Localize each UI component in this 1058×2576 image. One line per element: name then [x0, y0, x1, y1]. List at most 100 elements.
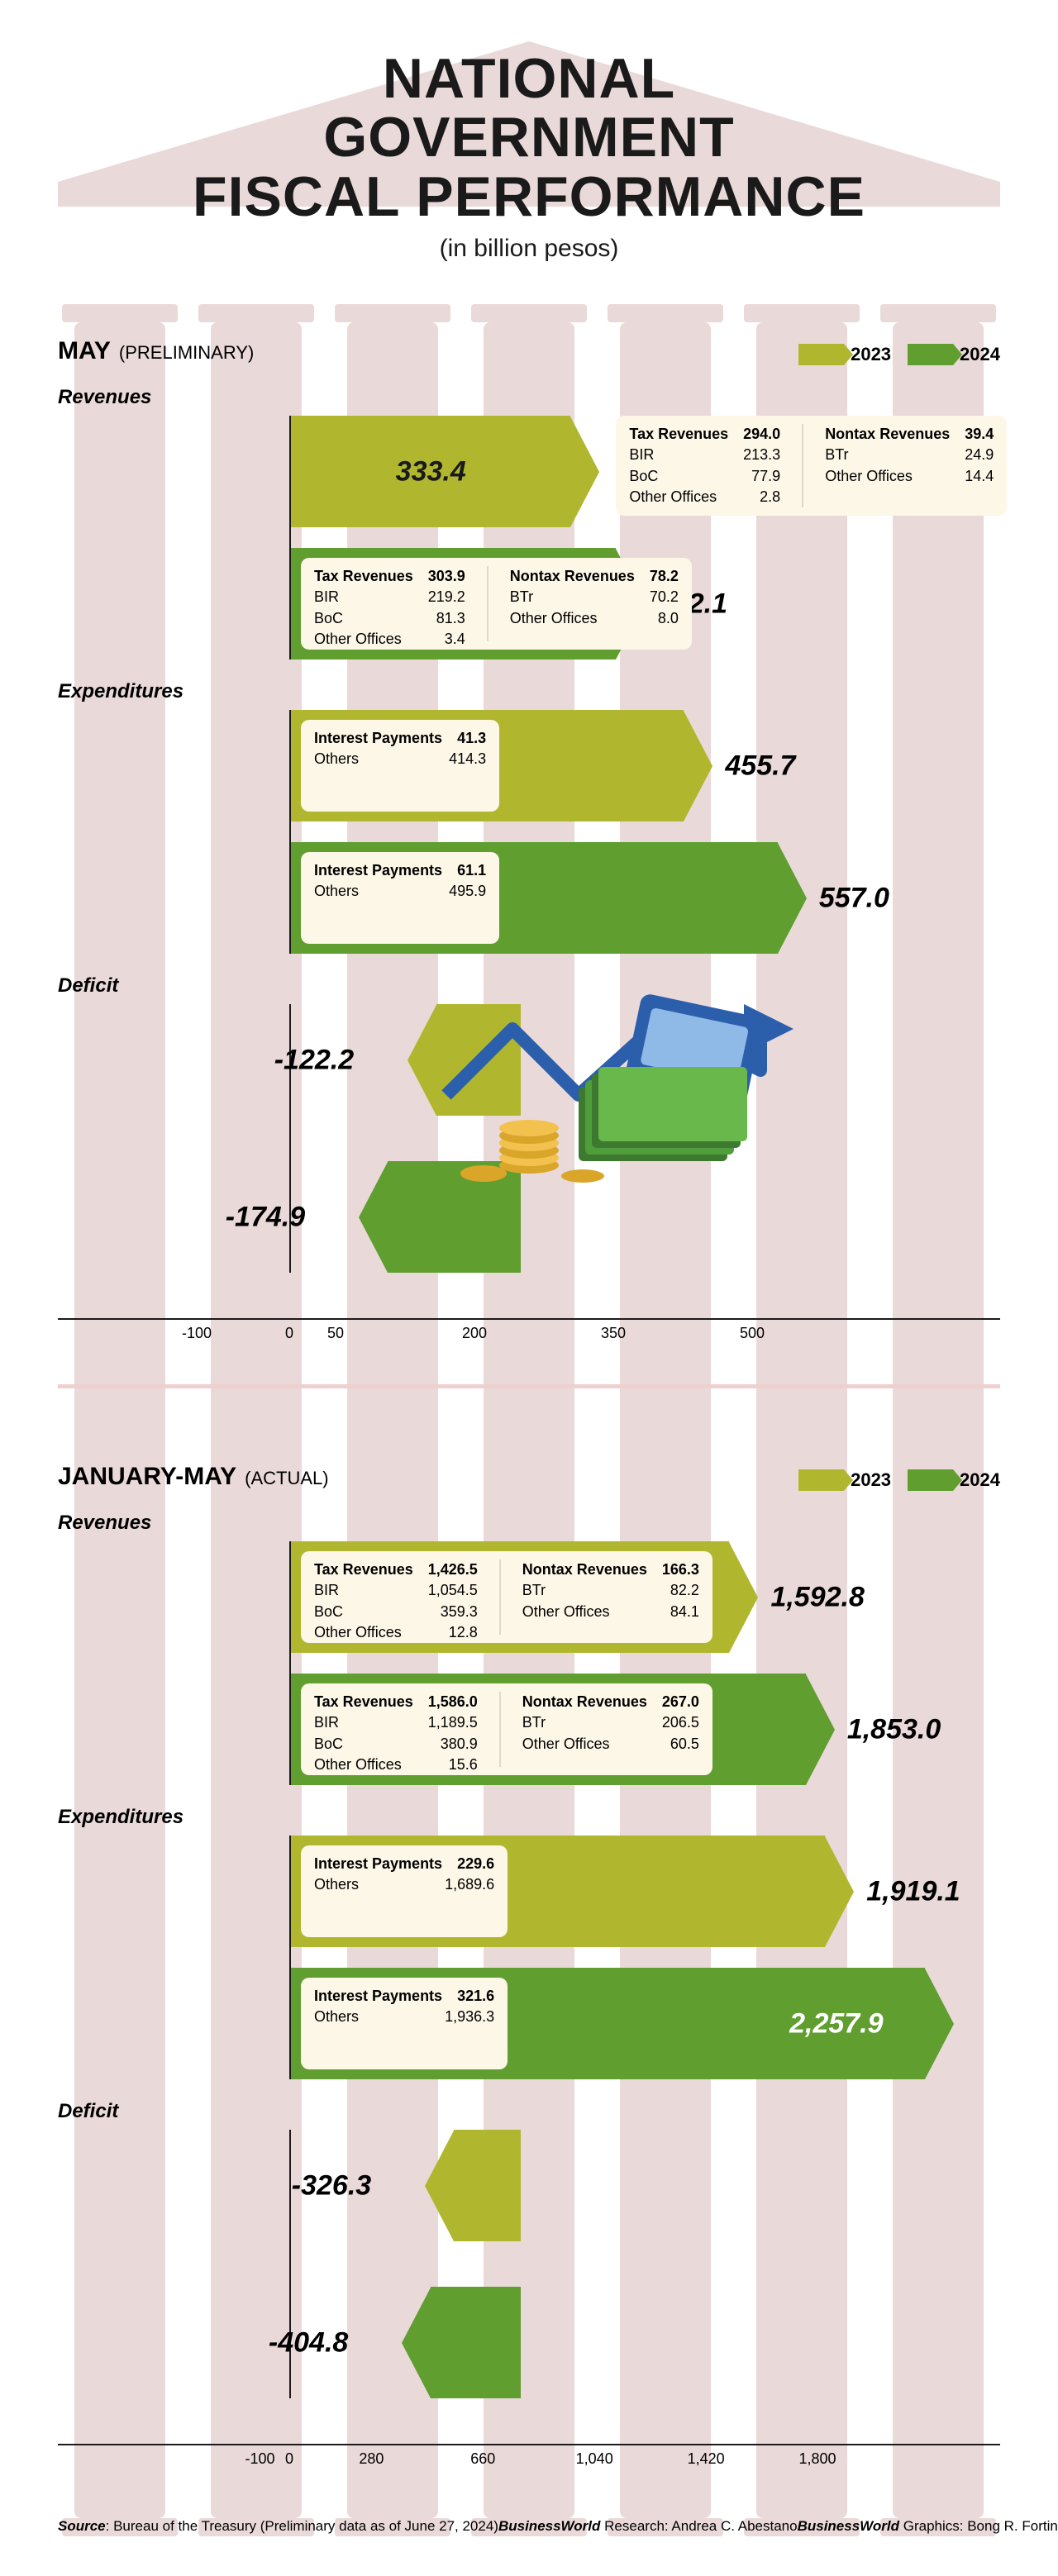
breakdown-label: BoC [314, 1734, 343, 1755]
breakdown-value: 39.4 [965, 424, 994, 445]
breakdown-value: 14.4 [965, 466, 994, 487]
breakdown-value: 229.6 [457, 1854, 494, 1874]
breakdown-value: 267.0 [662, 1692, 699, 1712]
breakdown-box: Tax Revenues294.0BIR213.3BoC77.9Other Of… [616, 416, 1007, 516]
breakdown-value: 166.3 [662, 1559, 699, 1580]
breakdown-label: BoC [629, 466, 658, 487]
bar-body: 1,919.1Interest Payments229.6Others1,689… [291, 1836, 825, 1947]
group-label: Expenditures [58, 680, 1000, 703]
breakdown-value: 82.2 [670, 1580, 699, 1601]
breakdown-label: Tax Revenues [629, 424, 728, 445]
legend-swatch [908, 1469, 953, 1491]
graphics-brand: BusinessWorld [798, 2518, 899, 2534]
breakdown-box: Tax Revenues303.9BIR219.2BoC81.3Other Of… [301, 558, 692, 650]
bar-tip-icon [825, 1836, 854, 1947]
breakdown-label: Other Offices [314, 629, 402, 650]
bar-tip-icon [806, 1674, 835, 1785]
legend-year: 2023 [851, 344, 891, 365]
breakdown-box: Tax Revenues1,426.5BIR1,054.5BoC359.3Oth… [301, 1551, 712, 1643]
group-label: Revenues [58, 386, 1000, 409]
breakdown-value: 24.9 [965, 445, 994, 465]
breakdown-value: 321.6 [457, 1986, 494, 2007]
bar-tip-icon [407, 1005, 436, 1116]
breakdown-box: Tax Revenues1,586.0BIR1,189.5BoC380.9Oth… [301, 1683, 712, 1775]
breakdown-value: 294.0 [743, 424, 780, 445]
breakdown-label: BoC [314, 608, 343, 629]
breakdown-value: 60.5 [670, 1734, 699, 1755]
group-label: Expenditures [58, 1806, 1000, 1829]
bar-value: 557.0 [819, 882, 889, 914]
group-label: Revenues [58, 1512, 1000, 1535]
breakdown-value: 1,189.5 [428, 1712, 478, 1733]
breakdown-value: 61.1 [457, 860, 486, 881]
breakdown-label: Interest Payments [314, 728, 442, 749]
x-tick: 500 [740, 1325, 765, 1342]
bar-row: 455.7 Interest Payments 41.3 Others 414.3 [291, 710, 1000, 821]
breakdown-value: 2.8 [760, 487, 780, 507]
legend-year: 2023 [851, 1469, 891, 1491]
breakdown-value: 41.3 [457, 728, 486, 749]
bar-tip-icon [925, 1969, 954, 2079]
bar-value: -122.2 [274, 1044, 354, 1076]
x-tick: 660 [470, 2450, 495, 2468]
breakdown-label: BIR [314, 587, 339, 607]
legend-year: 2024 [960, 1469, 1000, 1491]
bar-tip-icon [425, 2131, 454, 2241]
bar-row: Tax Revenues294.0BIR213.3BoC77.9Other Of… [291, 416, 1000, 527]
bar-value: 333.4 [396, 455, 466, 488]
bar-value: -326.3 [292, 2169, 371, 2202]
bar-row: -404.8 [289, 2287, 1000, 2398]
breakdown-label: Nontax Revenues [510, 566, 635, 587]
section-may: MAY(PRELIMINARY)20232024RevenuesTax Reve… [58, 337, 1000, 1388]
breakdown-label: Others [314, 881, 359, 902]
legend-swatch [908, 344, 953, 365]
bar-row: 2,257.9Interest Payments321.6Others1,936… [291, 1968, 1000, 2079]
x-axis: -100050200350500 [58, 1318, 1000, 1343]
x-tick: 1,040 [576, 2450, 613, 2468]
graphics-text: Graphics: Bong R. Fortin [903, 2518, 1058, 2534]
legend: 2023 2024 [798, 1469, 1000, 1491]
section-divider [58, 1384, 1000, 1388]
breakdown-value: 303.9 [428, 566, 465, 587]
bar-body: 333.4 [291, 416, 570, 527]
breakdown-value: 70.2 [650, 587, 679, 607]
breakdown-label: Interest Payments [314, 1986, 442, 2007]
breakdown-label: Others [314, 749, 359, 769]
breakdown-value: 8.0 [658, 608, 679, 629]
x-tick: -100 [245, 2450, 274, 2468]
section-title: MAY [58, 337, 111, 364]
bar-tip-icon [359, 1162, 388, 1273]
x-axis: -10002806601,0401,4201,800 [58, 2444, 1000, 2469]
bar-body: 1,592.8Tax Revenues1,426.5BIR1,054.5BoC3… [291, 1541, 729, 1653]
bar-body: 1,853.0Tax Revenues1,586.0BIR1,189.5BoC3… [291, 1674, 806, 1785]
breakdown-value: 206.5 [662, 1712, 699, 1733]
breakdown-label: Other Offices [314, 1622, 402, 1643]
legend: 20232024 [798, 344, 1000, 365]
money-illustration [438, 971, 802, 1186]
breakdown-label: BIR [314, 1712, 339, 1733]
bar-tip-icon [778, 843, 807, 954]
footer-credits: Source: Bureau of the Treasury (Prelimin… [58, 2502, 1000, 2551]
x-tick: 0 [285, 1325, 293, 1342]
breakdown-label: Tax Revenues [314, 1559, 413, 1580]
breakdown-value: 380.9 [441, 1734, 478, 1755]
x-tick: 200 [462, 1325, 487, 1342]
breakdown-label: Nontax Revenues [825, 424, 950, 445]
x-tick: 1,420 [688, 2450, 725, 2468]
breakdown-value: 414.3 [449, 749, 486, 769]
bar-value: 2,257.9 [789, 2007, 883, 2040]
breakdown-box: Interest Payments321.6Others1,936.3 [301, 1978, 508, 2069]
breakdown-value: 77.9 [751, 466, 780, 487]
x-tick: 1,800 [798, 2450, 836, 2468]
breakdown-box: Interest Payments61.1Others495.9 [301, 852, 499, 944]
bar-value: 1,919.1 [866, 1875, 960, 1907]
main-title-line2: GOVERNMENT [58, 108, 1000, 167]
source-label: Source [58, 2518, 106, 2534]
bar-tip-icon [729, 1542, 758, 1653]
bar-value: 1,592.8 [770, 1581, 864, 1613]
bar-row: 1,853.0Tax Revenues1,586.0BIR1,189.5BoC3… [291, 1674, 1000, 1785]
bar-body [431, 2287, 521, 2398]
breakdown-value: 1,936.3 [445, 2007, 494, 2027]
breakdown-label: Other Offices [510, 608, 598, 629]
bar-value: 455.7 [725, 750, 795, 782]
